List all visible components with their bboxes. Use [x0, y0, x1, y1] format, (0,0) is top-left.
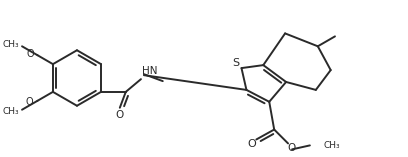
Text: CH₃: CH₃	[2, 107, 19, 116]
Text: CH₃: CH₃	[324, 141, 340, 150]
Text: O: O	[26, 97, 33, 107]
Text: HN: HN	[142, 66, 157, 76]
Text: CH₃: CH₃	[2, 40, 19, 49]
Text: O: O	[27, 49, 35, 59]
Text: S: S	[232, 58, 239, 68]
Text: O: O	[247, 139, 256, 149]
Text: O: O	[116, 110, 124, 120]
Text: O: O	[287, 143, 295, 153]
